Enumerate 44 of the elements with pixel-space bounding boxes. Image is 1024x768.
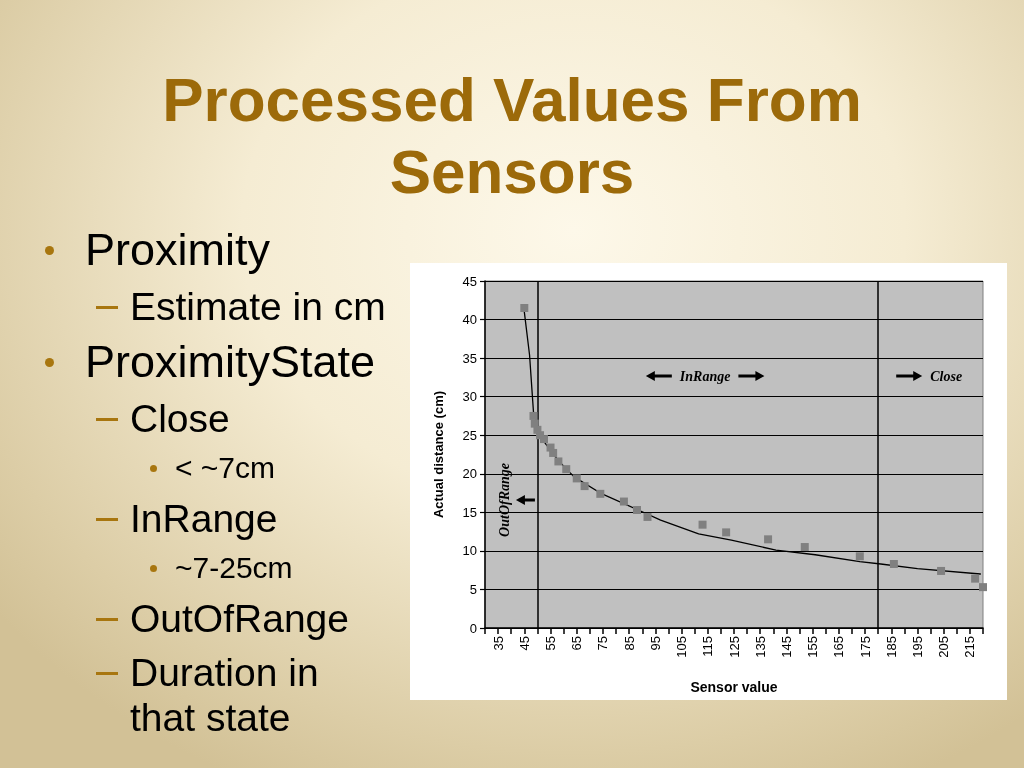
annotation: OutOfRange bbox=[497, 463, 513, 537]
x-tick-label: 165 bbox=[831, 636, 847, 658]
x-axis-title: Sensor value bbox=[690, 679, 778, 695]
text: InRange bbox=[129, 495, 279, 542]
x-tick-label: 35 bbox=[490, 636, 506, 651]
chart-title: Processed Values From Sensors bbox=[161, 64, 863, 208]
annotation: Close bbox=[930, 368, 963, 384]
y-tick-label: 45 bbox=[462, 273, 477, 289]
text: Duration in that state bbox=[129, 649, 320, 741]
x-tick-label: 65 bbox=[569, 636, 585, 651]
x-tick-label: 135 bbox=[752, 636, 768, 658]
y-tick-label: 20 bbox=[462, 466, 477, 482]
y-tick-label: 35 bbox=[462, 350, 477, 366]
x-tick-label: 105 bbox=[674, 636, 690, 658]
x-tick-label: 205 bbox=[936, 636, 952, 658]
text: < ~7cm bbox=[174, 450, 277, 486]
y-axis-title: Actual distance (cm) bbox=[431, 390, 446, 519]
y-tick-label: 5 bbox=[469, 581, 477, 597]
x-tick-label: 145 bbox=[778, 636, 794, 658]
x-tick-label: 45 bbox=[516, 636, 532, 651]
x-tick-label: 185 bbox=[883, 636, 899, 658]
x-tick-label: 155 bbox=[805, 636, 821, 658]
y-tick-label: 25 bbox=[462, 427, 477, 443]
text: ProximityState bbox=[84, 335, 377, 389]
y-tick-label: 30 bbox=[462, 389, 477, 405]
y-tick-label: 15 bbox=[462, 504, 477, 520]
text: OutOfRange bbox=[129, 595, 350, 642]
x-tick-label: 125 bbox=[726, 636, 742, 658]
x-tick-label: 55 bbox=[543, 636, 559, 651]
y-tick-label: 0 bbox=[469, 620, 477, 636]
x-tick-label: 85 bbox=[621, 636, 637, 651]
x-tick-label: 175 bbox=[857, 636, 873, 658]
x-tick-label: 115 bbox=[700, 636, 716, 657]
x-tick-label: 195 bbox=[909, 636, 925, 658]
text: Close bbox=[129, 395, 231, 442]
text: Estimate in cm bbox=[129, 283, 387, 330]
x-tick-label: 95 bbox=[647, 636, 663, 651]
annotation: InRange bbox=[678, 368, 731, 384]
text: Proximity bbox=[84, 223, 271, 277]
x-tick-label: 75 bbox=[595, 636, 611, 651]
y-tick-label: 10 bbox=[462, 543, 477, 559]
text: ~7-25cm bbox=[174, 550, 294, 586]
x-tick-label: 215 bbox=[962, 636, 978, 658]
y-tick-label: 40 bbox=[462, 312, 477, 328]
